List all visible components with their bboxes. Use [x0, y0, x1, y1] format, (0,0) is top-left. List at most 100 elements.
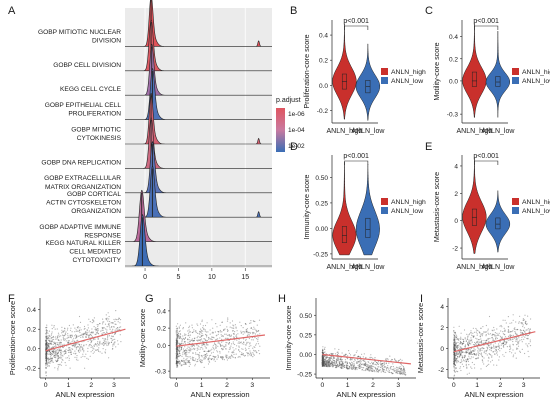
scatter-point	[192, 340, 194, 342]
ridge-term-label-line: GOBP EXTRACELLULAR	[44, 175, 121, 182]
scatter-point	[251, 339, 253, 341]
scatter-point	[45, 357, 48, 359]
scatter-point	[403, 368, 405, 370]
scatter-point	[453, 347, 455, 350]
scatter-point	[454, 344, 456, 346]
scatter-point	[503, 333, 505, 335]
scatter-point	[465, 352, 467, 354]
scatter-point	[53, 345, 55, 348]
scatter-point	[48, 334, 50, 336]
scatter-point	[459, 354, 461, 356]
scatter-point	[464, 345, 466, 347]
scatter-point	[175, 343, 178, 345]
scatter-point	[323, 360, 325, 362]
scatter-point	[327, 360, 329, 362]
scatter-point	[334, 357, 336, 359]
scatter-point	[85, 333, 87, 336]
scatter-point	[507, 331, 509, 333]
scatter-point	[456, 345, 459, 347]
scatter-point	[45, 359, 47, 361]
scatter-point	[485, 340, 487, 342]
scatter-point	[197, 359, 199, 361]
scatter-point	[241, 343, 243, 345]
scatter-point	[107, 344, 110, 346]
scatter-point	[45, 336, 47, 338]
scatter-point	[322, 361, 324, 363]
scatter-point	[322, 360, 324, 362]
scatter-point	[54, 356, 56, 358]
scatter-point	[89, 343, 91, 345]
violin-shape-ANLN_low	[485, 190, 511, 253]
scatter-point	[471, 334, 473, 336]
scatter-point	[328, 364, 330, 366]
scatter-point	[358, 356, 360, 358]
scatter-point	[525, 343, 527, 345]
scatter-point	[230, 343, 233, 345]
scatter-point	[45, 352, 48, 354]
scatter-point	[204, 329, 206, 331]
scatter-point	[112, 322, 114, 324]
scatter-point	[176, 343, 178, 345]
scatter-point	[463, 340, 465, 342]
scatter-point	[458, 353, 460, 355]
scatter-point	[178, 330, 180, 333]
scatter-point	[225, 356, 227, 358]
scatter-point	[321, 356, 324, 358]
scatter-y-tick-label: -0.3	[155, 369, 167, 376]
scatter-point	[471, 367, 473, 369]
scatter-point	[327, 363, 329, 365]
scatter-point	[524, 331, 526, 333]
scatter-point	[518, 340, 520, 343]
scatter-point	[230, 334, 232, 336]
scatter-point	[496, 346, 498, 349]
scatter-point	[242, 353, 244, 355]
scatter-point	[233, 351, 235, 353]
scatter-point	[354, 367, 356, 369]
scatter-point	[186, 348, 188, 350]
scatter-point	[228, 341, 231, 344]
scatter-point	[504, 334, 506, 336]
scatter-point	[45, 351, 47, 353]
scatter-point	[191, 345, 193, 348]
scatter-point	[401, 359, 403, 361]
scatter-point	[225, 341, 227, 344]
scatter-point	[321, 361, 323, 363]
scatter-point	[69, 334, 71, 336]
scatter-point	[329, 365, 331, 367]
scatter-point	[460, 346, 462, 348]
scatter-point	[248, 347, 250, 350]
scatter-point	[45, 352, 47, 354]
scatter-point	[107, 339, 109, 341]
scatter-point	[454, 338, 456, 340]
scatter-point	[524, 323, 527, 325]
scatter-point	[211, 339, 213, 341]
scatter-point	[368, 370, 370, 372]
scatter-point	[328, 362, 330, 364]
scatter-point	[322, 360, 324, 362]
scatter-x-tick-label: 2	[499, 382, 503, 389]
scatter-point	[474, 367, 476, 369]
scatter-point	[396, 370, 399, 372]
scatter-point	[337, 357, 339, 359]
scatter-point	[500, 330, 502, 332]
scatter-point	[175, 342, 178, 344]
ridge-term-label-line: CYTOKINESIS	[77, 135, 122, 142]
scatter-point	[210, 358, 212, 360]
scatter-point	[68, 359, 70, 361]
scatter-point	[376, 368, 378, 370]
scatter-point	[322, 349, 324, 351]
scatter-point	[454, 356, 456, 358]
scatter-point	[200, 355, 202, 357]
scatter-point	[208, 355, 211, 357]
scatter-point	[341, 365, 343, 367]
scatter-point	[45, 348, 47, 350]
scatter-point	[382, 363, 384, 365]
scatter-point	[99, 340, 101, 342]
scatter-point	[195, 353, 197, 355]
scatter-point	[486, 344, 488, 346]
scatter-point	[337, 351, 339, 353]
scatter-point	[385, 359, 387, 361]
scatter-y-axis-label: Metastasis-core score	[416, 303, 425, 373]
scatter-point	[53, 325, 55, 327]
